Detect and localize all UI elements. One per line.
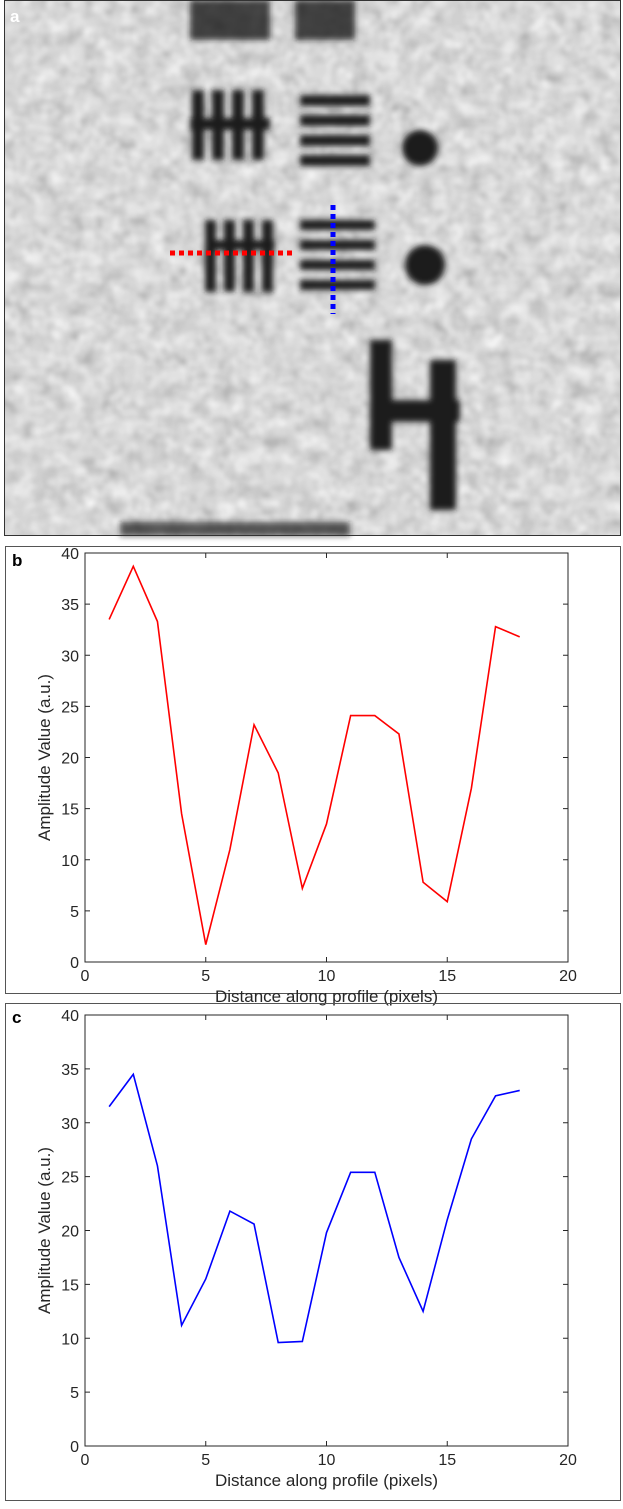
y-tick-label: 0: [70, 955, 79, 972]
y-tick-label: 0: [70, 1439, 79, 1456]
y-tick-label: 10: [61, 1331, 79, 1348]
y-tick-label: 25: [61, 699, 79, 716]
y-tick-label: 40: [61, 546, 79, 563]
x-axis-label: Distance along profile (pixels): [215, 987, 438, 1006]
y-tick-label: 25: [61, 1170, 79, 1187]
panel-border: [5, 546, 621, 994]
x-tick-label: 5: [201, 968, 210, 985]
data-line: [108, 564, 521, 945]
y-tick-label: 20: [61, 751, 79, 768]
y-tick-label: 15: [61, 1277, 79, 1294]
y-tick-label: 30: [61, 648, 79, 665]
x-tick-label: 15: [438, 968, 456, 985]
panel-label: c: [12, 1008, 21, 1027]
y-tick-label: 35: [61, 1062, 79, 1079]
image-panel: a: [4, 0, 621, 536]
y-tick-label: 30: [61, 1116, 79, 1133]
y-tick-label: 5: [70, 1385, 79, 1402]
y-tick-label: 20: [61, 1224, 79, 1241]
y-tick-label: 35: [61, 597, 79, 614]
x-tick-label: 20: [559, 968, 577, 985]
image-border: [4, 0, 621, 536]
y-axis-label: Amplitude Value (a.u.): [35, 674, 54, 841]
plot-area: [84, 1014, 569, 1447]
x-tick-label: 0: [81, 1452, 90, 1469]
x-tick-label: 10: [318, 968, 336, 985]
x-tick-label: 10: [318, 1452, 336, 1469]
panel-label: a: [10, 7, 20, 26]
y-axis-label: Amplitude Value (a.u.): [35, 1147, 54, 1314]
panel-border: [5, 1003, 621, 1501]
x-tick-label: 15: [438, 1452, 456, 1469]
y-tick-label: 5: [70, 904, 79, 921]
target-pattern: [120, 0, 460, 536]
y-tick-label: 40: [61, 1008, 79, 1025]
x-tick-label: 20: [559, 1452, 577, 1469]
x-tick-label: 0: [81, 968, 90, 985]
y-tick-label: 10: [61, 853, 79, 870]
panel-label: b: [12, 551, 22, 570]
y-tick-label: 15: [61, 802, 79, 819]
x-tick-label: 5: [201, 1452, 210, 1469]
data-line: [108, 1072, 520, 1344]
plot-area: [84, 552, 569, 963]
x-axis-label: Distance along profile (pixels): [215, 1471, 438, 1490]
